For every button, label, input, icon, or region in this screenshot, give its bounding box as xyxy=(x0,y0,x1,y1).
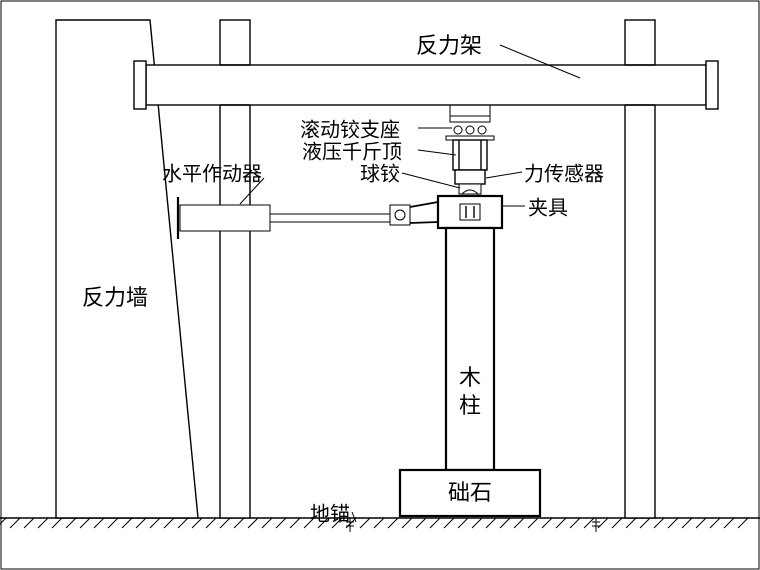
diagram-element xyxy=(514,518,524,528)
diagram-element xyxy=(410,202,438,207)
horizontal-actuator xyxy=(178,197,438,239)
diagram-element: 滚动铰支座 xyxy=(300,119,400,142)
diagram-element xyxy=(459,184,481,194)
diagram-element xyxy=(460,204,480,220)
diagram-element: 反力架 xyxy=(416,33,482,58)
diagram-element xyxy=(724,518,734,528)
diagram-element xyxy=(136,518,146,528)
diagram-element xyxy=(52,518,62,528)
diagram-element xyxy=(570,518,580,528)
diagram-element xyxy=(418,150,456,155)
diagram-element xyxy=(24,518,34,528)
diagram-element xyxy=(486,172,522,178)
diagram-element xyxy=(234,518,244,528)
diagram-element: 力传感器 xyxy=(524,163,604,186)
diagram-element xyxy=(374,518,384,528)
diagram-element: 球铰 xyxy=(360,163,400,186)
diagram-element xyxy=(220,518,230,528)
diagram-element xyxy=(192,518,202,528)
diagram-element xyxy=(430,518,440,528)
diagram-element xyxy=(472,518,482,528)
diagram-element: 水平作动器 xyxy=(162,163,262,186)
diagram-element xyxy=(738,518,748,528)
diagram-element xyxy=(556,518,566,528)
beam-end-left xyxy=(134,61,146,109)
diagram-element xyxy=(682,518,692,528)
diagram-element xyxy=(388,518,398,528)
diagram-element: 地锚 xyxy=(310,503,350,526)
diagram-element xyxy=(290,518,300,528)
diagram-element xyxy=(150,518,160,528)
diagram-element xyxy=(38,518,48,528)
diagram-element xyxy=(66,518,76,528)
diagram-element xyxy=(402,173,460,188)
diagram-element: 液压千斤顶 xyxy=(302,141,402,164)
diagram-element xyxy=(668,518,678,528)
diagram-element xyxy=(500,518,510,528)
diagram-element xyxy=(178,518,188,528)
diagram-element xyxy=(416,518,426,528)
diagram-element xyxy=(696,518,706,528)
rolling-hinge-support xyxy=(446,105,494,140)
beam-end-right xyxy=(706,61,718,109)
diagram-element: 反力墙 xyxy=(82,285,148,310)
force-sensor xyxy=(455,170,485,184)
diagram-element xyxy=(108,518,118,528)
hydraulic-jack xyxy=(453,140,487,170)
diagram-element xyxy=(486,518,496,528)
diagram-element xyxy=(10,518,20,528)
diagram-element xyxy=(206,518,216,528)
diagram-element xyxy=(402,518,412,528)
diagram-element xyxy=(640,518,650,528)
diagram-element xyxy=(710,518,720,528)
diagram-element: 柱 xyxy=(459,393,481,418)
diagram-element: 夹具 xyxy=(528,197,568,220)
diagram-element xyxy=(444,518,454,528)
diagram-element xyxy=(458,518,468,528)
diagram-element xyxy=(390,205,410,225)
diagram-element: 础石 xyxy=(448,480,492,505)
diagram-element xyxy=(122,518,132,528)
diagram-element xyxy=(450,116,490,122)
diagram-element xyxy=(612,518,622,528)
diagram-element xyxy=(654,518,664,528)
diagram-element xyxy=(276,518,286,528)
diagram-element xyxy=(94,518,104,528)
diagram-element xyxy=(478,126,486,134)
diagram-element xyxy=(248,518,258,528)
ground-anchor xyxy=(592,518,600,532)
diagram-element xyxy=(270,214,392,222)
ground-hatch xyxy=(0,518,748,528)
diagram-element xyxy=(626,518,636,528)
diagram-element xyxy=(360,518,370,528)
diagram-element xyxy=(262,518,272,528)
diagram-element xyxy=(528,518,538,528)
wood-column xyxy=(446,228,494,470)
ball-hinge xyxy=(459,184,481,194)
diagram-element: 木 xyxy=(459,365,481,390)
reaction-frame-beam xyxy=(146,65,706,105)
diagram-element xyxy=(80,518,90,528)
diagram-element xyxy=(164,518,174,528)
diagram-element xyxy=(180,205,270,231)
diagram-element xyxy=(542,518,552,528)
diagram-element xyxy=(466,126,474,134)
diagram-element xyxy=(454,126,462,134)
diagram-element xyxy=(410,222,438,223)
